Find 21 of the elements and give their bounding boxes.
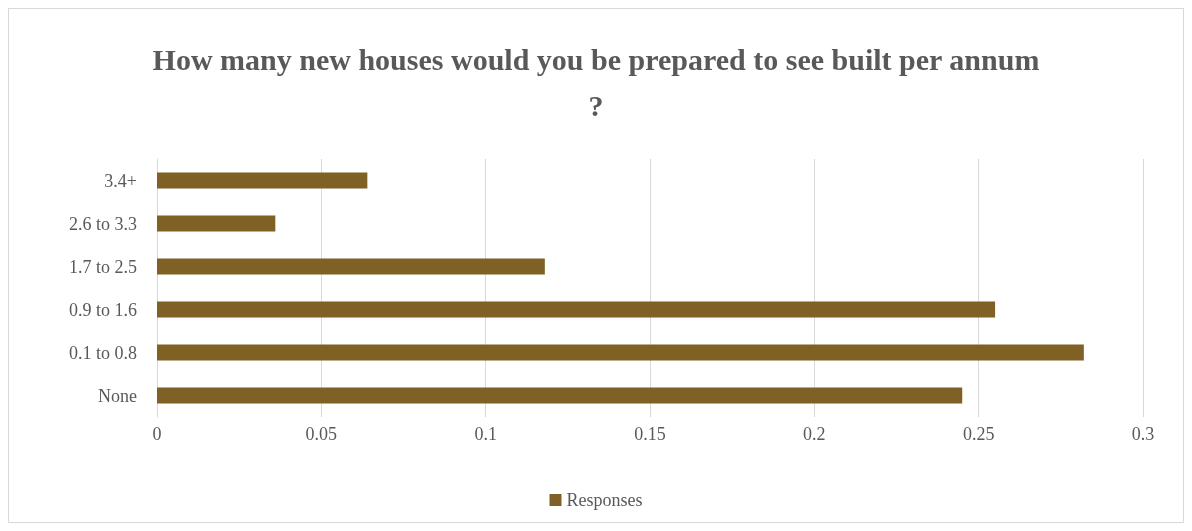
x-tick-label: 0.1 [474,424,497,444]
legend-label: Responses [566,490,643,510]
bar [157,344,1084,361]
x-tick-label: 0.05 [305,424,338,444]
y-tick-label: 0.9 to 1.6 [68,299,137,320]
x-tick-label: 0.15 [634,424,666,444]
bar [157,172,368,189]
bar [157,215,276,232]
bar [157,258,545,275]
bar [157,387,963,404]
y-tick-label: None [98,385,137,406]
y-tick-label: 2.6 to 3.3 [68,213,137,234]
chart-title: How many new houses would you be prepared to see built per annum? [152,42,1040,122]
x-tick-label: 0.25 [962,424,995,444]
y-tick-label: 0.1 to 0.8 [68,342,137,363]
x-tick-label: 0 [152,424,162,444]
bar [157,301,996,318]
y-tick-label: 1.7 to 2.5 [68,256,137,277]
x-tick-label: 0.3 [1131,424,1155,444]
x-tick-label: 0.2 [803,424,826,444]
y-tick-label: 3.4+ [104,170,137,191]
